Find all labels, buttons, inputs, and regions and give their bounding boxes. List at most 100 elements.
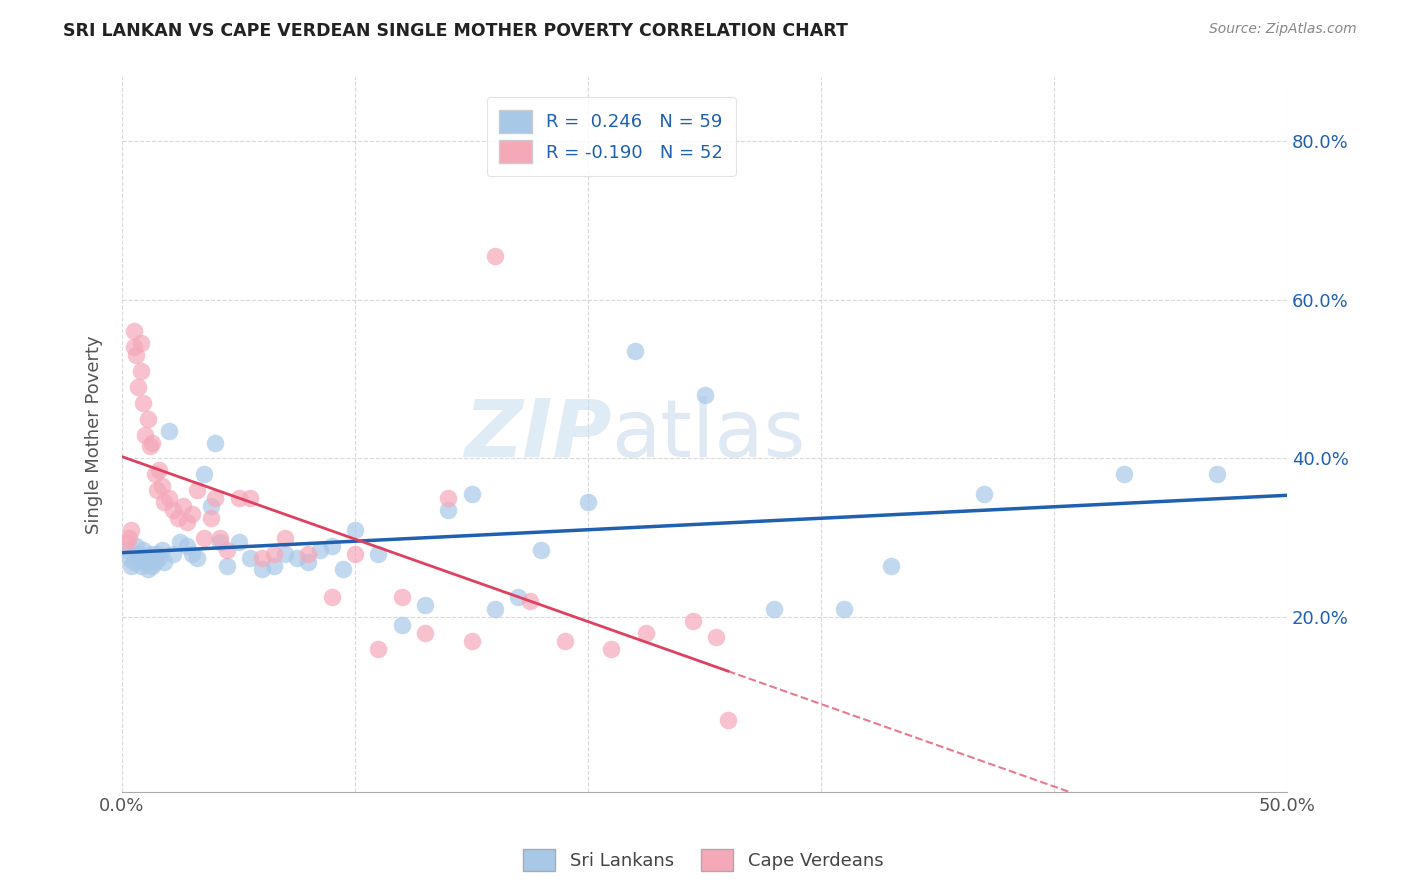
Point: [693, 388, 716, 402]
Point: [186, 550, 208, 565]
Point: [150, 542, 173, 557]
Point: [263, 547, 285, 561]
Point: [344, 523, 367, 537]
Point: [122, 555, 145, 569]
Text: SRI LANKAN VS CAPE VERDEAN SINGLE MOTHER POVERTY CORRELATION CHART: SRI LANKAN VS CAPE VERDEAN SINGLE MOTHER…: [63, 22, 848, 40]
Point: [208, 531, 231, 545]
Point: [437, 491, 460, 505]
Point: [413, 626, 436, 640]
Point: [321, 591, 343, 605]
Point: [239, 491, 262, 505]
Point: [508, 591, 530, 605]
Legend: Sri Lankans, Cape Verdeans: Sri Lankans, Cape Verdeans: [516, 842, 890, 879]
Point: [297, 547, 319, 561]
Point: [636, 626, 658, 640]
Point: [181, 547, 204, 561]
Point: [132, 396, 155, 410]
Point: [162, 547, 184, 561]
Point: [367, 547, 389, 561]
Point: [148, 550, 170, 565]
Point: [141, 558, 163, 573]
Point: [274, 531, 297, 545]
Point: [228, 491, 250, 505]
Point: [143, 555, 166, 569]
Point: [228, 534, 250, 549]
Point: [139, 550, 162, 565]
Point: [285, 550, 308, 565]
Point: [973, 487, 995, 501]
Point: [193, 467, 215, 482]
Point: [157, 491, 180, 505]
Point: [682, 614, 704, 628]
Point: [437, 503, 460, 517]
Point: [321, 539, 343, 553]
Point: [146, 483, 169, 497]
Point: [153, 555, 176, 569]
Point: [880, 558, 903, 573]
Point: [600, 641, 623, 656]
Point: [1112, 467, 1135, 482]
Point: [146, 547, 169, 561]
Point: [208, 534, 231, 549]
Point: [143, 467, 166, 482]
Point: [169, 534, 191, 549]
Point: [250, 562, 273, 576]
Point: [250, 550, 273, 565]
Point: [763, 602, 786, 616]
Point: [484, 249, 506, 263]
Point: [239, 550, 262, 565]
Point: [704, 630, 727, 644]
Point: [200, 499, 222, 513]
Point: [172, 499, 194, 513]
Point: [148, 463, 170, 477]
Point: [484, 602, 506, 616]
Point: [263, 558, 285, 573]
Point: [297, 555, 319, 569]
Point: [193, 531, 215, 545]
Point: [150, 479, 173, 493]
Point: [122, 325, 145, 339]
Point: [519, 594, 541, 608]
Point: [122, 340, 145, 354]
Point: [134, 427, 156, 442]
Text: Source: ZipAtlas.com: Source: ZipAtlas.com: [1209, 22, 1357, 37]
Point: [127, 547, 149, 561]
Point: [125, 539, 148, 553]
Point: [391, 591, 413, 605]
Point: [139, 440, 162, 454]
Point: [204, 491, 226, 505]
Point: [460, 634, 482, 648]
Point: [215, 558, 238, 573]
Point: [157, 424, 180, 438]
Point: [118, 531, 141, 545]
Point: [274, 547, 297, 561]
Text: atlas: atlas: [612, 395, 806, 474]
Point: [309, 542, 332, 557]
Point: [127, 550, 149, 565]
Point: [125, 348, 148, 362]
Point: [153, 495, 176, 509]
Point: [834, 602, 856, 616]
Point: [136, 411, 159, 425]
Point: [460, 487, 482, 501]
Point: [118, 550, 141, 565]
Point: [136, 562, 159, 576]
Point: [391, 618, 413, 632]
Point: [186, 483, 208, 497]
Point: [332, 562, 354, 576]
Point: [176, 515, 198, 529]
Point: [134, 555, 156, 569]
Point: [623, 344, 645, 359]
Point: [576, 495, 599, 509]
Y-axis label: Single Mother Poverty: Single Mother Poverty: [86, 335, 103, 534]
Point: [115, 534, 138, 549]
Point: [167, 511, 190, 525]
Point: [554, 634, 576, 648]
Point: [530, 542, 553, 557]
Point: [215, 542, 238, 557]
Point: [129, 558, 152, 573]
Point: [367, 641, 389, 656]
Point: [181, 507, 204, 521]
Point: [120, 558, 142, 573]
Point: [717, 713, 740, 727]
